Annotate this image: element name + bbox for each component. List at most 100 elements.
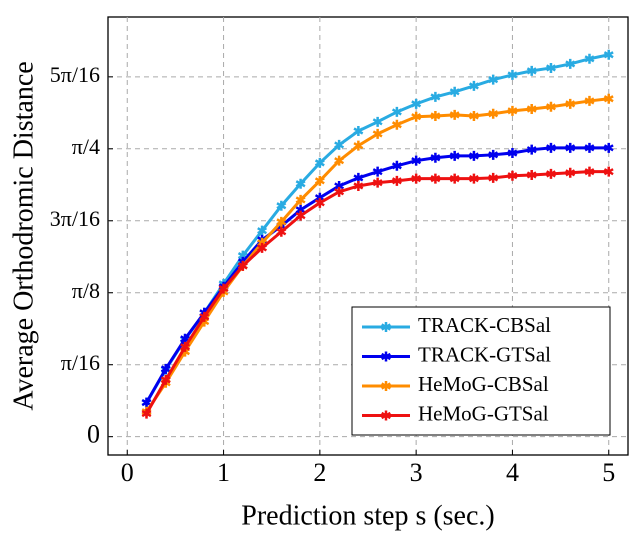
legend-label: HeMoG-GTSal	[418, 401, 549, 425]
x-tick-label: 3	[410, 458, 423, 487]
point-marker	[391, 106, 402, 117]
point-marker	[353, 140, 364, 151]
point-marker	[546, 101, 556, 112]
x-tick-label: 2	[313, 458, 326, 487]
point-marker	[565, 98, 576, 109]
y-tick-label: π/4	[72, 134, 100, 159]
point-marker	[257, 242, 268, 253]
x-tick-label: 5	[602, 458, 615, 487]
point-marker	[565, 58, 576, 69]
point-marker	[565, 167, 576, 178]
point-marker	[584, 142, 595, 153]
point-marker	[488, 74, 499, 85]
x-tick-label: 4	[506, 458, 519, 487]
point-marker	[526, 144, 537, 155]
point-marker	[314, 175, 325, 186]
legend-label: HeMoG-CBSal	[418, 372, 549, 396]
point-marker	[353, 125, 364, 136]
x-axis-label: Prediction step s (sec.)	[241, 500, 495, 531]
point-marker	[372, 166, 383, 177]
point-marker	[488, 172, 499, 183]
y-tick-label: 0	[87, 420, 100, 449]
legend-marker	[381, 410, 391, 421]
legend-label: TRACK-CBSal	[418, 313, 551, 337]
point-marker	[565, 142, 576, 153]
point-marker	[314, 197, 325, 208]
plot-frame	[107, 16, 629, 456]
point-marker	[430, 91, 441, 102]
legend-label: TRACK-GTSal	[418, 342, 551, 366]
point-marker	[468, 110, 479, 121]
y-tick-label: 3π/16	[50, 206, 100, 231]
point-marker	[430, 152, 441, 163]
point-marker	[160, 363, 171, 374]
point-marker	[584, 95, 595, 106]
point-marker	[391, 175, 402, 186]
point-marker	[449, 150, 460, 161]
point-marker	[391, 160, 402, 171]
point-marker	[546, 142, 556, 153]
point-marker	[411, 98, 422, 109]
point-marker	[218, 283, 229, 294]
x-tick-label: 1	[217, 458, 230, 487]
point-marker	[237, 260, 248, 271]
point-marker	[257, 225, 268, 236]
point-marker	[430, 110, 441, 121]
point-marker	[468, 80, 479, 91]
point-marker	[507, 147, 518, 158]
point-marker	[507, 170, 518, 181]
point-marker	[603, 142, 614, 153]
legend-marker	[381, 381, 391, 391]
point-marker	[449, 109, 460, 120]
point-marker	[334, 139, 345, 150]
point-marker	[411, 155, 422, 166]
point-marker	[276, 226, 287, 237]
point-marker	[546, 168, 556, 179]
point-marker	[334, 155, 345, 166]
point-marker	[353, 180, 364, 191]
point-marker	[411, 173, 422, 184]
point-marker	[603, 166, 614, 177]
point-marker	[314, 157, 325, 168]
point-marker	[603, 49, 614, 60]
x-tick-label: 0	[121, 458, 134, 487]
point-marker	[430, 173, 441, 184]
point-marker	[391, 119, 402, 130]
point-marker	[488, 149, 499, 160]
point-marker	[334, 186, 345, 197]
point-marker	[526, 103, 537, 114]
point-marker	[488, 108, 499, 119]
point-marker	[584, 53, 595, 64]
point-marker	[180, 341, 190, 352]
point-marker	[372, 128, 383, 139]
point-marker	[468, 173, 479, 184]
y-tick-label: π/8	[72, 278, 100, 303]
point-marker	[372, 116, 383, 127]
point-marker	[276, 216, 287, 227]
legend-marker	[381, 351, 391, 362]
point-marker	[449, 86, 460, 97]
point-marker	[199, 311, 210, 322]
y-tick-label: 5π/16	[50, 62, 100, 87]
point-marker	[295, 194, 306, 205]
point-marker	[411, 111, 422, 122]
point-marker	[468, 150, 479, 161]
point-marker	[295, 210, 306, 221]
point-marker	[507, 69, 518, 80]
point-marker	[507, 105, 518, 116]
point-marker	[141, 397, 152, 408]
point-marker	[449, 173, 460, 184]
point-marker	[526, 65, 537, 76]
point-marker	[295, 178, 306, 189]
point-marker	[584, 166, 595, 177]
y-tick-label: π/16	[61, 350, 100, 375]
point-marker	[372, 177, 383, 188]
point-marker	[546, 62, 556, 73]
legend-marker	[381, 322, 391, 332]
y-axis-label: Average Orthodromic Distance	[8, 61, 39, 410]
point-marker	[160, 374, 171, 385]
point-marker	[603, 93, 614, 104]
point-marker	[526, 169, 537, 180]
point-marker	[276, 200, 287, 211]
